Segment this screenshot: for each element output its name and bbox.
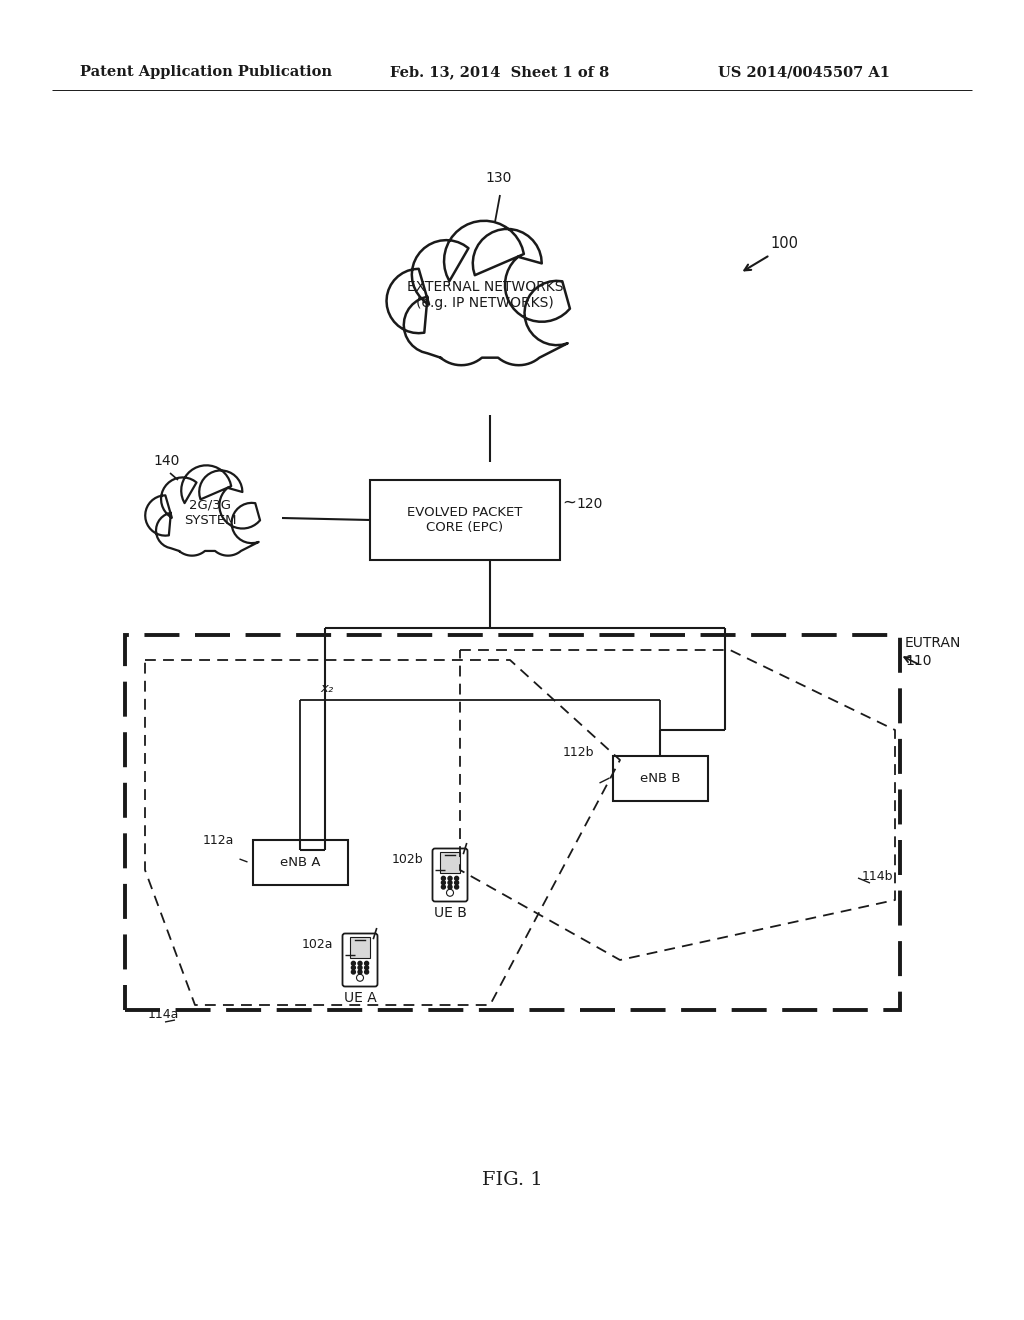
Circle shape (455, 876, 459, 880)
Circle shape (351, 970, 355, 974)
Circle shape (449, 884, 452, 888)
Text: EUTRAN: EUTRAN (905, 636, 962, 649)
FancyBboxPatch shape (342, 933, 378, 986)
Text: 114a: 114a (148, 1008, 179, 1020)
Text: 114b: 114b (862, 870, 894, 883)
Circle shape (358, 966, 362, 970)
Text: eNB B: eNB B (640, 771, 680, 784)
Circle shape (365, 961, 369, 965)
Circle shape (455, 884, 459, 888)
Bar (612, 755, 708, 800)
Bar (125, 635, 900, 1010)
Bar (253, 840, 347, 884)
Text: EVOLVED PACKET
CORE (EPC): EVOLVED PACKET CORE (EPC) (408, 506, 522, 535)
Circle shape (365, 966, 369, 970)
Bar (439, 853, 460, 873)
FancyBboxPatch shape (432, 849, 468, 902)
Circle shape (441, 880, 445, 884)
Text: Feb. 13, 2014  Sheet 1 of 8: Feb. 13, 2014 Sheet 1 of 8 (390, 65, 609, 79)
Text: UE B: UE B (433, 906, 467, 920)
Text: US 2014/0045507 A1: US 2014/0045507 A1 (718, 65, 890, 79)
Text: Patent Application Publication: Patent Application Publication (80, 65, 332, 79)
Circle shape (351, 966, 355, 970)
Text: 100: 100 (770, 236, 798, 251)
Circle shape (358, 970, 362, 974)
Circle shape (358, 961, 362, 965)
Text: 112b: 112b (562, 746, 594, 759)
Text: 120: 120 (575, 498, 602, 511)
Bar (370, 480, 560, 560)
Text: EXTERNAL NETWORKS
(e.g. IP NETWORKS): EXTERNAL NETWORKS (e.g. IP NETWORKS) (407, 280, 563, 310)
Text: 110: 110 (905, 653, 932, 668)
Text: x₂: x₂ (319, 682, 333, 696)
Text: 2G/3G
SYSTEM: 2G/3G SYSTEM (183, 499, 237, 527)
Circle shape (455, 880, 459, 884)
Text: 130: 130 (485, 172, 511, 185)
Text: 102a: 102a (302, 939, 334, 950)
Circle shape (449, 880, 452, 884)
Text: ~: ~ (562, 494, 575, 512)
Text: 112a: 112a (203, 834, 233, 847)
Circle shape (441, 884, 445, 888)
Text: eNB A: eNB A (280, 855, 321, 869)
Circle shape (449, 876, 452, 880)
Bar (350, 937, 371, 957)
Text: 102b: 102b (392, 853, 424, 866)
Circle shape (351, 961, 355, 965)
Text: UE A: UE A (344, 991, 377, 1005)
Circle shape (365, 970, 369, 974)
Text: 140: 140 (153, 454, 179, 469)
Text: FIG. 1: FIG. 1 (481, 1171, 543, 1189)
Circle shape (441, 876, 445, 880)
